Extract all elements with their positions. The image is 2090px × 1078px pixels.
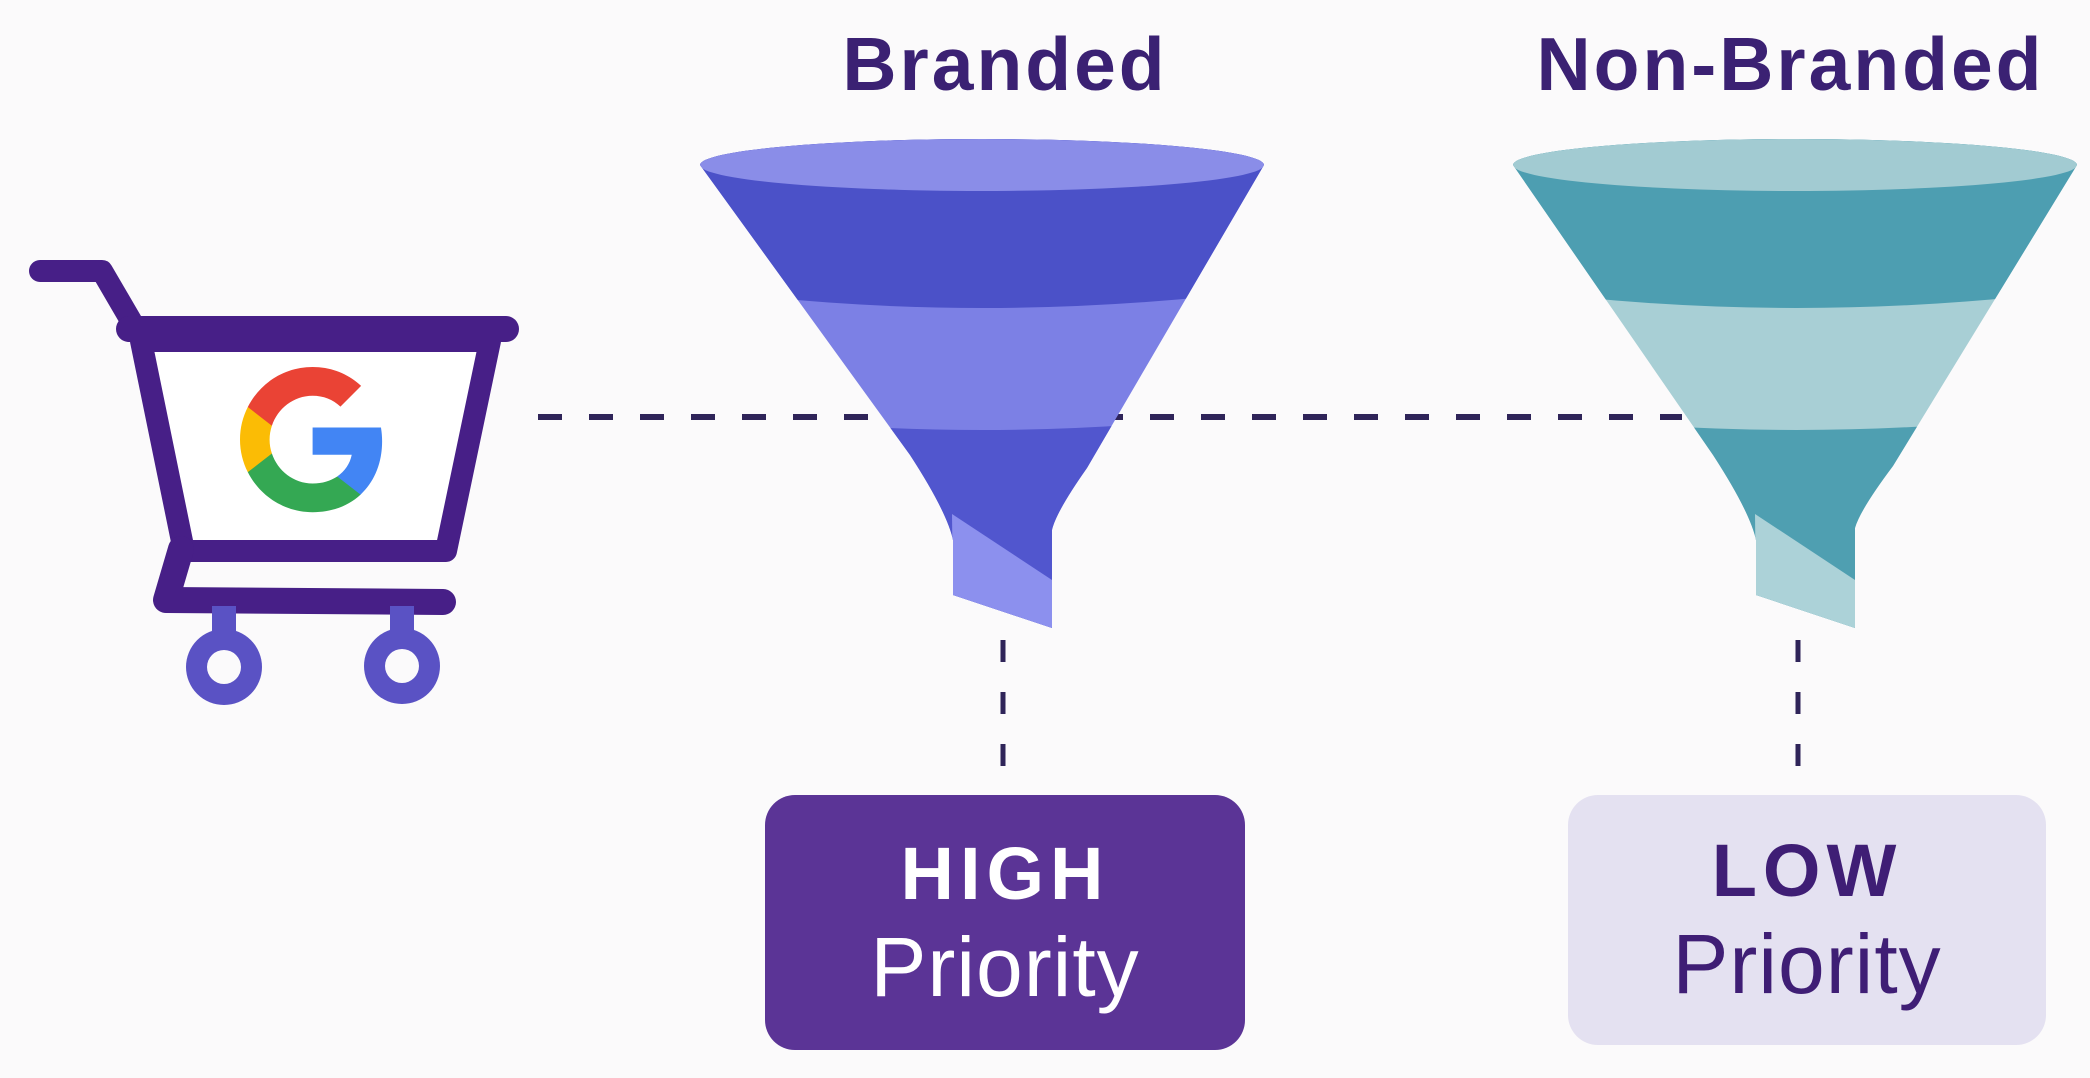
low-priority-badge: LOW Priority: [1568, 795, 2046, 1045]
google-g-yellow-segment: [240, 407, 272, 473]
cart-right-wheel-hub: [385, 649, 419, 683]
branded-funnel-rim: [700, 139, 1264, 191]
cart-left-wheel-hub: [207, 650, 241, 684]
branded-funnel-stem: [952, 514, 1052, 629]
non-branded-title: Non-Branded: [1536, 22, 2045, 106]
priority-word-text: Priority: [1672, 917, 1942, 1011]
non-branded-funnel-icon: [1513, 139, 2077, 628]
non-branded-funnel-stem: [1755, 514, 1855, 628]
priority-word-text: Priority: [870, 919, 1140, 1014]
priority-level-text: HIGH: [900, 831, 1110, 915]
google-g-blue-segment: [312, 427, 383, 495]
branded-funnel-icon: [700, 139, 1264, 629]
google-g-icon: [240, 367, 383, 513]
google-g-green-segment: [247, 453, 361, 513]
high-priority-badge: HIGH Priority: [765, 795, 1245, 1050]
cart-chassis-bar: [153, 536, 456, 615]
branded-funnel-band-bottom: [700, 406, 1264, 629]
shopping-cart-icon: [29, 260, 519, 705]
cart-handle: [29, 260, 148, 342]
google-g-red-segment: [247, 367, 362, 426]
priority-level-text: LOW: [1711, 829, 1903, 912]
branded-title: Branded: [842, 22, 1168, 106]
non-branded-funnel-rim: [1513, 139, 2077, 191]
